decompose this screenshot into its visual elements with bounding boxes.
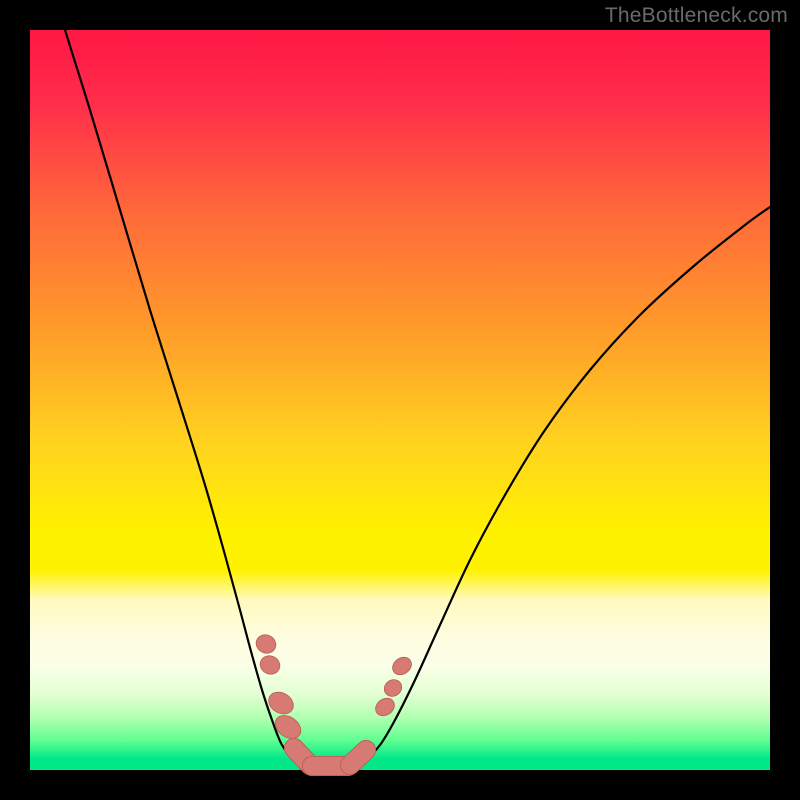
watermark-text: TheBottleneck.com <box>605 4 788 28</box>
bottleneck-chart <box>0 0 800 800</box>
chart-svg <box>0 0 800 800</box>
